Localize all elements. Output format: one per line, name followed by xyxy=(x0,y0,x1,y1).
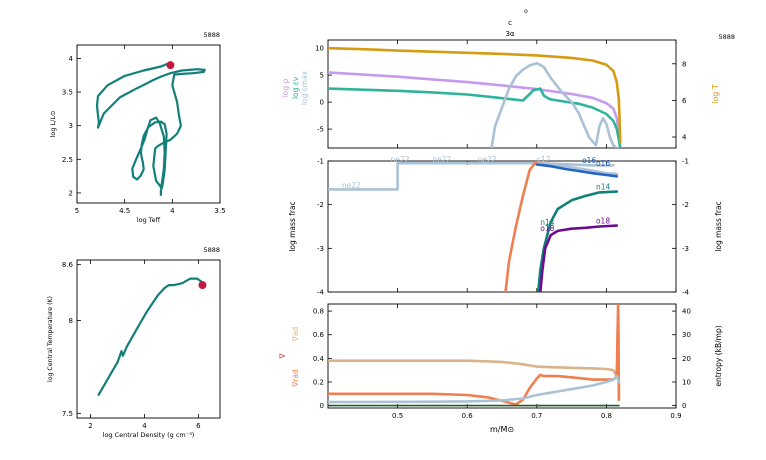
hr-track-line xyxy=(95,62,206,196)
hr-xtick-label: 5 xyxy=(75,207,79,215)
mid-y2tick-label: -1 xyxy=(682,158,689,166)
top-series-T xyxy=(328,46,622,144)
top-y2label: log T xyxy=(711,84,720,104)
mid-species-label: o18 xyxy=(540,224,554,233)
central-ytick-label: 8.6 xyxy=(62,261,74,269)
mid-ytick-label: -2 xyxy=(317,201,324,209)
central-xlabel: log Central Density (g cm⁻³) xyxy=(103,431,195,439)
hr-ytick-label: 2 xyxy=(69,189,73,197)
hr-ylabel: log L/L⊙ xyxy=(49,111,57,138)
bottom-y2tick-label: 10 xyxy=(682,379,691,387)
bottom-xlabel: m/M⊙ xyxy=(490,425,514,434)
mid-species-label: o18 xyxy=(596,216,610,225)
bottom-ytick-label: 0.2 xyxy=(313,379,324,387)
hr-frame xyxy=(76,44,221,204)
mid-species-label: ne22 xyxy=(342,181,361,190)
bottom-ylabel: ∇ xyxy=(278,353,287,360)
mid-ylabel: log mass frac xyxy=(288,201,297,251)
top-title-c: c xyxy=(508,19,512,27)
mid-species-label: n14 xyxy=(596,182,611,191)
bottom-y2tick-label: 40 xyxy=(682,308,691,316)
top-frame xyxy=(327,39,677,149)
mid-species-label: ne22 xyxy=(478,155,497,164)
hr-xtick-label: 3.5 xyxy=(214,207,225,215)
bottom-frame xyxy=(327,303,677,409)
top-y2tick-label: 4 xyxy=(682,134,687,142)
mid-ytick-label: -1 xyxy=(317,158,324,166)
mid-species-label: n14 xyxy=(540,218,555,227)
bottom-xtick-label: 0.8 xyxy=(601,412,612,420)
top-ytick-label: -5 xyxy=(317,126,324,134)
hr-xtick-label: 4.5 xyxy=(119,207,130,215)
mid-species-label: c12 xyxy=(537,155,551,164)
bottom-y2tick-label: 0 xyxy=(682,402,686,410)
hr-xtick-label: 4 xyxy=(170,207,175,215)
hr-ytick-label: 3.5 xyxy=(62,89,73,97)
mid-y2tick-label: -3 xyxy=(682,245,689,253)
top-series-eps_nuc xyxy=(328,87,622,148)
central-xtick-label: 6 xyxy=(196,422,201,430)
central-xtick-label: 4 xyxy=(142,422,147,430)
mid-species-label: o16 xyxy=(596,159,610,168)
hr-xlabel: log Teff xyxy=(137,216,161,224)
central-ytick-label: 8 xyxy=(69,317,73,325)
mid-series-he3 xyxy=(504,161,546,292)
top-model-number: 5888 xyxy=(718,33,735,41)
mid-y2tick-label: -2 xyxy=(682,201,689,209)
top-y2tick-label: 8 xyxy=(682,60,686,68)
bottom-y2tick-label: 30 xyxy=(682,331,691,339)
central-xtick-label: 2 xyxy=(88,422,92,430)
top-y2tick-label: 6 xyxy=(682,97,687,105)
central-frame xyxy=(76,259,221,419)
hr-ytick-label: 2.5 xyxy=(62,156,73,164)
bottom-xtick-label: 0.7 xyxy=(531,412,542,420)
mid-frame xyxy=(327,160,677,293)
mid-series-o18 xyxy=(538,224,619,292)
bottom-series-entropy xyxy=(328,374,621,404)
mid-species-label: o16 xyxy=(582,156,596,165)
bottom-ytick-label: 0 xyxy=(320,402,324,410)
bottom-y2label: entropy (kB/mp) xyxy=(714,325,723,386)
top-ylabel: log ρ xyxy=(281,78,290,97)
bottom-xtick-label: 0.6 xyxy=(462,412,474,420)
bottom-xtick-label: 0.5 xyxy=(392,412,403,420)
top-series-eps_max xyxy=(490,61,619,148)
mid-species-label: ne22 xyxy=(432,155,451,164)
central-ylabel: log Central Temperature (K) xyxy=(47,296,54,382)
mid-series-c12 xyxy=(535,161,619,176)
top-ytick-label: 10 xyxy=(315,45,324,53)
mid-species-label: ne22 xyxy=(391,155,410,164)
bottom-xtick-label: 0.9 xyxy=(670,412,681,420)
hr-model-number: 5888 xyxy=(203,31,220,39)
hr-ytick-label: 4 xyxy=(69,55,74,63)
hr-ytick-label: 3 xyxy=(69,122,73,130)
top-series-rho xyxy=(328,71,622,148)
top-title: 3α xyxy=(505,30,514,38)
top-title-marker: o xyxy=(524,8,528,15)
bottom-ylabel: ∇rad xyxy=(291,369,300,388)
bottom-ylabel: ∇ad xyxy=(291,327,300,343)
mid-series-n14 xyxy=(536,190,619,292)
mid-y2label: log mass frac xyxy=(714,201,723,251)
central-ytick-label: 7.5 xyxy=(62,410,73,418)
mid-series-o16 xyxy=(535,163,619,178)
bottom-ytick-label: 0.4 xyxy=(313,355,325,363)
bottom-ytick-label: 0.6 xyxy=(313,331,325,339)
bottom-ytick-label: 0.8 xyxy=(313,308,324,316)
mid-y2tick-label: -4 xyxy=(682,289,690,297)
central-model-number: 5888 xyxy=(203,246,220,254)
top-ytick-label: 5 xyxy=(320,72,324,80)
top-ylabel: log εmax xyxy=(300,70,309,105)
mid-ytick-label: -4 xyxy=(317,289,325,297)
hr-current-marker xyxy=(166,61,175,70)
central-current-marker xyxy=(198,281,207,290)
central-track-line xyxy=(97,277,204,396)
bottom-series-grad_ad xyxy=(328,304,621,402)
bottom-y2tick-label: 20 xyxy=(682,355,691,363)
mid-ytick-label: -3 xyxy=(317,245,324,253)
top-ylabel: log εν xyxy=(291,77,300,99)
top-ytick-label: 0 xyxy=(320,99,324,107)
